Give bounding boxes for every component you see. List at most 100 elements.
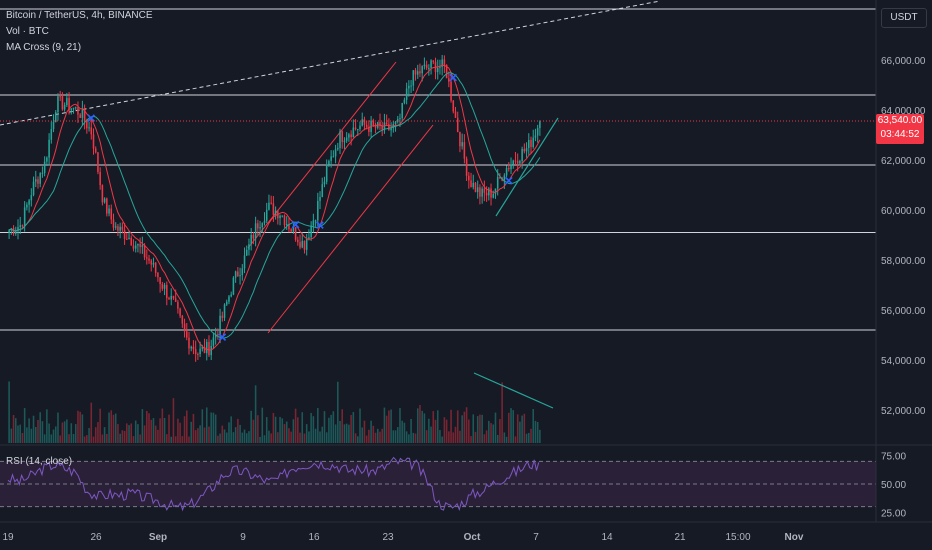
candle-body (101, 185, 104, 203)
volume-bar (368, 429, 370, 443)
volume-bar (332, 411, 335, 443)
candle-body (32, 181, 35, 196)
volume-bar (314, 428, 317, 443)
candle-body (479, 187, 481, 197)
candle-body (159, 277, 161, 285)
volume-bar (323, 411, 326, 443)
ma-cross-marker: ✕ (448, 71, 458, 85)
volume-bar (436, 410, 439, 443)
volume-bar (399, 408, 401, 443)
volume-legend[interactable]: Vol · BTC (6, 26, 49, 37)
candle-body (528, 139, 530, 148)
rsi-tick-label: 50.00 (881, 480, 906, 491)
volume-bar (157, 429, 159, 443)
volume-bar (310, 412, 312, 443)
candle-body (170, 295, 173, 300)
volume-bar (328, 417, 330, 443)
volume-bar (90, 402, 93, 443)
currency-button[interactable]: USDT (881, 8, 927, 28)
candle-body (201, 347, 204, 349)
volume-bar (212, 412, 215, 443)
volume-bar (443, 417, 446, 443)
candle-body (150, 260, 153, 265)
ma-cross-legend[interactable]: MA Cross (9, 21) (6, 42, 82, 53)
volume-bar (177, 418, 179, 443)
volume-bar (263, 435, 266, 443)
volume-bar (470, 436, 472, 443)
volume-bar (370, 420, 372, 443)
candle-body (439, 66, 441, 68)
candle-body (88, 127, 90, 129)
candle-body (483, 188, 486, 193)
volume-bar (83, 436, 86, 443)
candle-body (52, 122, 55, 130)
rsi-legend[interactable]: RSI (14, close) (6, 456, 73, 467)
volume-bar (261, 407, 264, 443)
candle-body (268, 202, 270, 210)
ma-line (8, 72, 541, 339)
volume-bar (126, 423, 128, 443)
volume-bar (108, 412, 110, 443)
volume-bar (161, 408, 164, 443)
volume-bar (70, 423, 73, 443)
volume-bar (123, 430, 126, 443)
candle-body (174, 298, 177, 302)
time-tick-label: 16 (308, 532, 320, 543)
candle-body (281, 215, 284, 217)
horizontal-levels (0, 8, 876, 331)
ma-cross-marker: ✕ (315, 219, 325, 233)
time-tick-label: 19 (2, 532, 14, 543)
candle-body (50, 129, 53, 140)
volume-bar (26, 427, 28, 443)
candle-body (299, 242, 301, 248)
time-tick-label: 26 (90, 532, 102, 543)
drawing-tools (0, 0, 661, 409)
candle-body (139, 243, 141, 247)
price-scale[interactable]: 66,000.00 64,000.00 62,000.00 60,000.00 58,0… (881, 56, 926, 519)
candle-body (445, 64, 448, 79)
candle-body (290, 229, 292, 232)
time-scale[interactable]: 19 26 Sep 9 16 23 Oct 7 14 21 15:00 Nov (2, 532, 803, 543)
candle-body (130, 237, 133, 246)
volume-bar (334, 424, 337, 443)
volume-bar (483, 434, 486, 443)
candle-body (301, 240, 304, 248)
candle-body (8, 230, 10, 233)
volume-bar (134, 420, 137, 443)
volume-bar (274, 416, 277, 443)
volume-bar (117, 424, 119, 443)
volume-bar (476, 416, 479, 443)
candle-body (221, 315, 224, 318)
candle-body (350, 134, 352, 138)
candle-body (63, 105, 66, 110)
symbol-title[interactable]: Bitcoin / TetherUS, 4h, BINANCE (6, 10, 153, 21)
candle-body (34, 179, 37, 182)
candle-body (294, 227, 297, 240)
volume-bar (250, 410, 252, 443)
candle-body (410, 85, 412, 87)
candle-body (117, 226, 119, 231)
volume-bar (39, 412, 41, 443)
volume-bar (465, 407, 468, 443)
candle-body (488, 188, 490, 196)
volume-bar (416, 408, 419, 443)
volume-bar (217, 435, 219, 443)
candle-body (490, 188, 492, 198)
volume-bar (243, 429, 246, 443)
candle-body (341, 131, 344, 142)
volume-bar (525, 433, 528, 443)
ma-cross-marker: ✕ (86, 112, 96, 126)
volume-bar (516, 414, 519, 443)
volume-bar (57, 412, 59, 443)
candle-body (274, 210, 277, 215)
candle-body (508, 168, 510, 170)
candle-body (494, 188, 497, 194)
candle-body (61, 96, 64, 110)
volume-bar (119, 433, 121, 443)
candle-body (361, 119, 364, 126)
volume-bar (197, 428, 199, 443)
volume-bar (12, 415, 15, 443)
volume-bar (337, 381, 339, 443)
volume-bar (468, 419, 470, 443)
